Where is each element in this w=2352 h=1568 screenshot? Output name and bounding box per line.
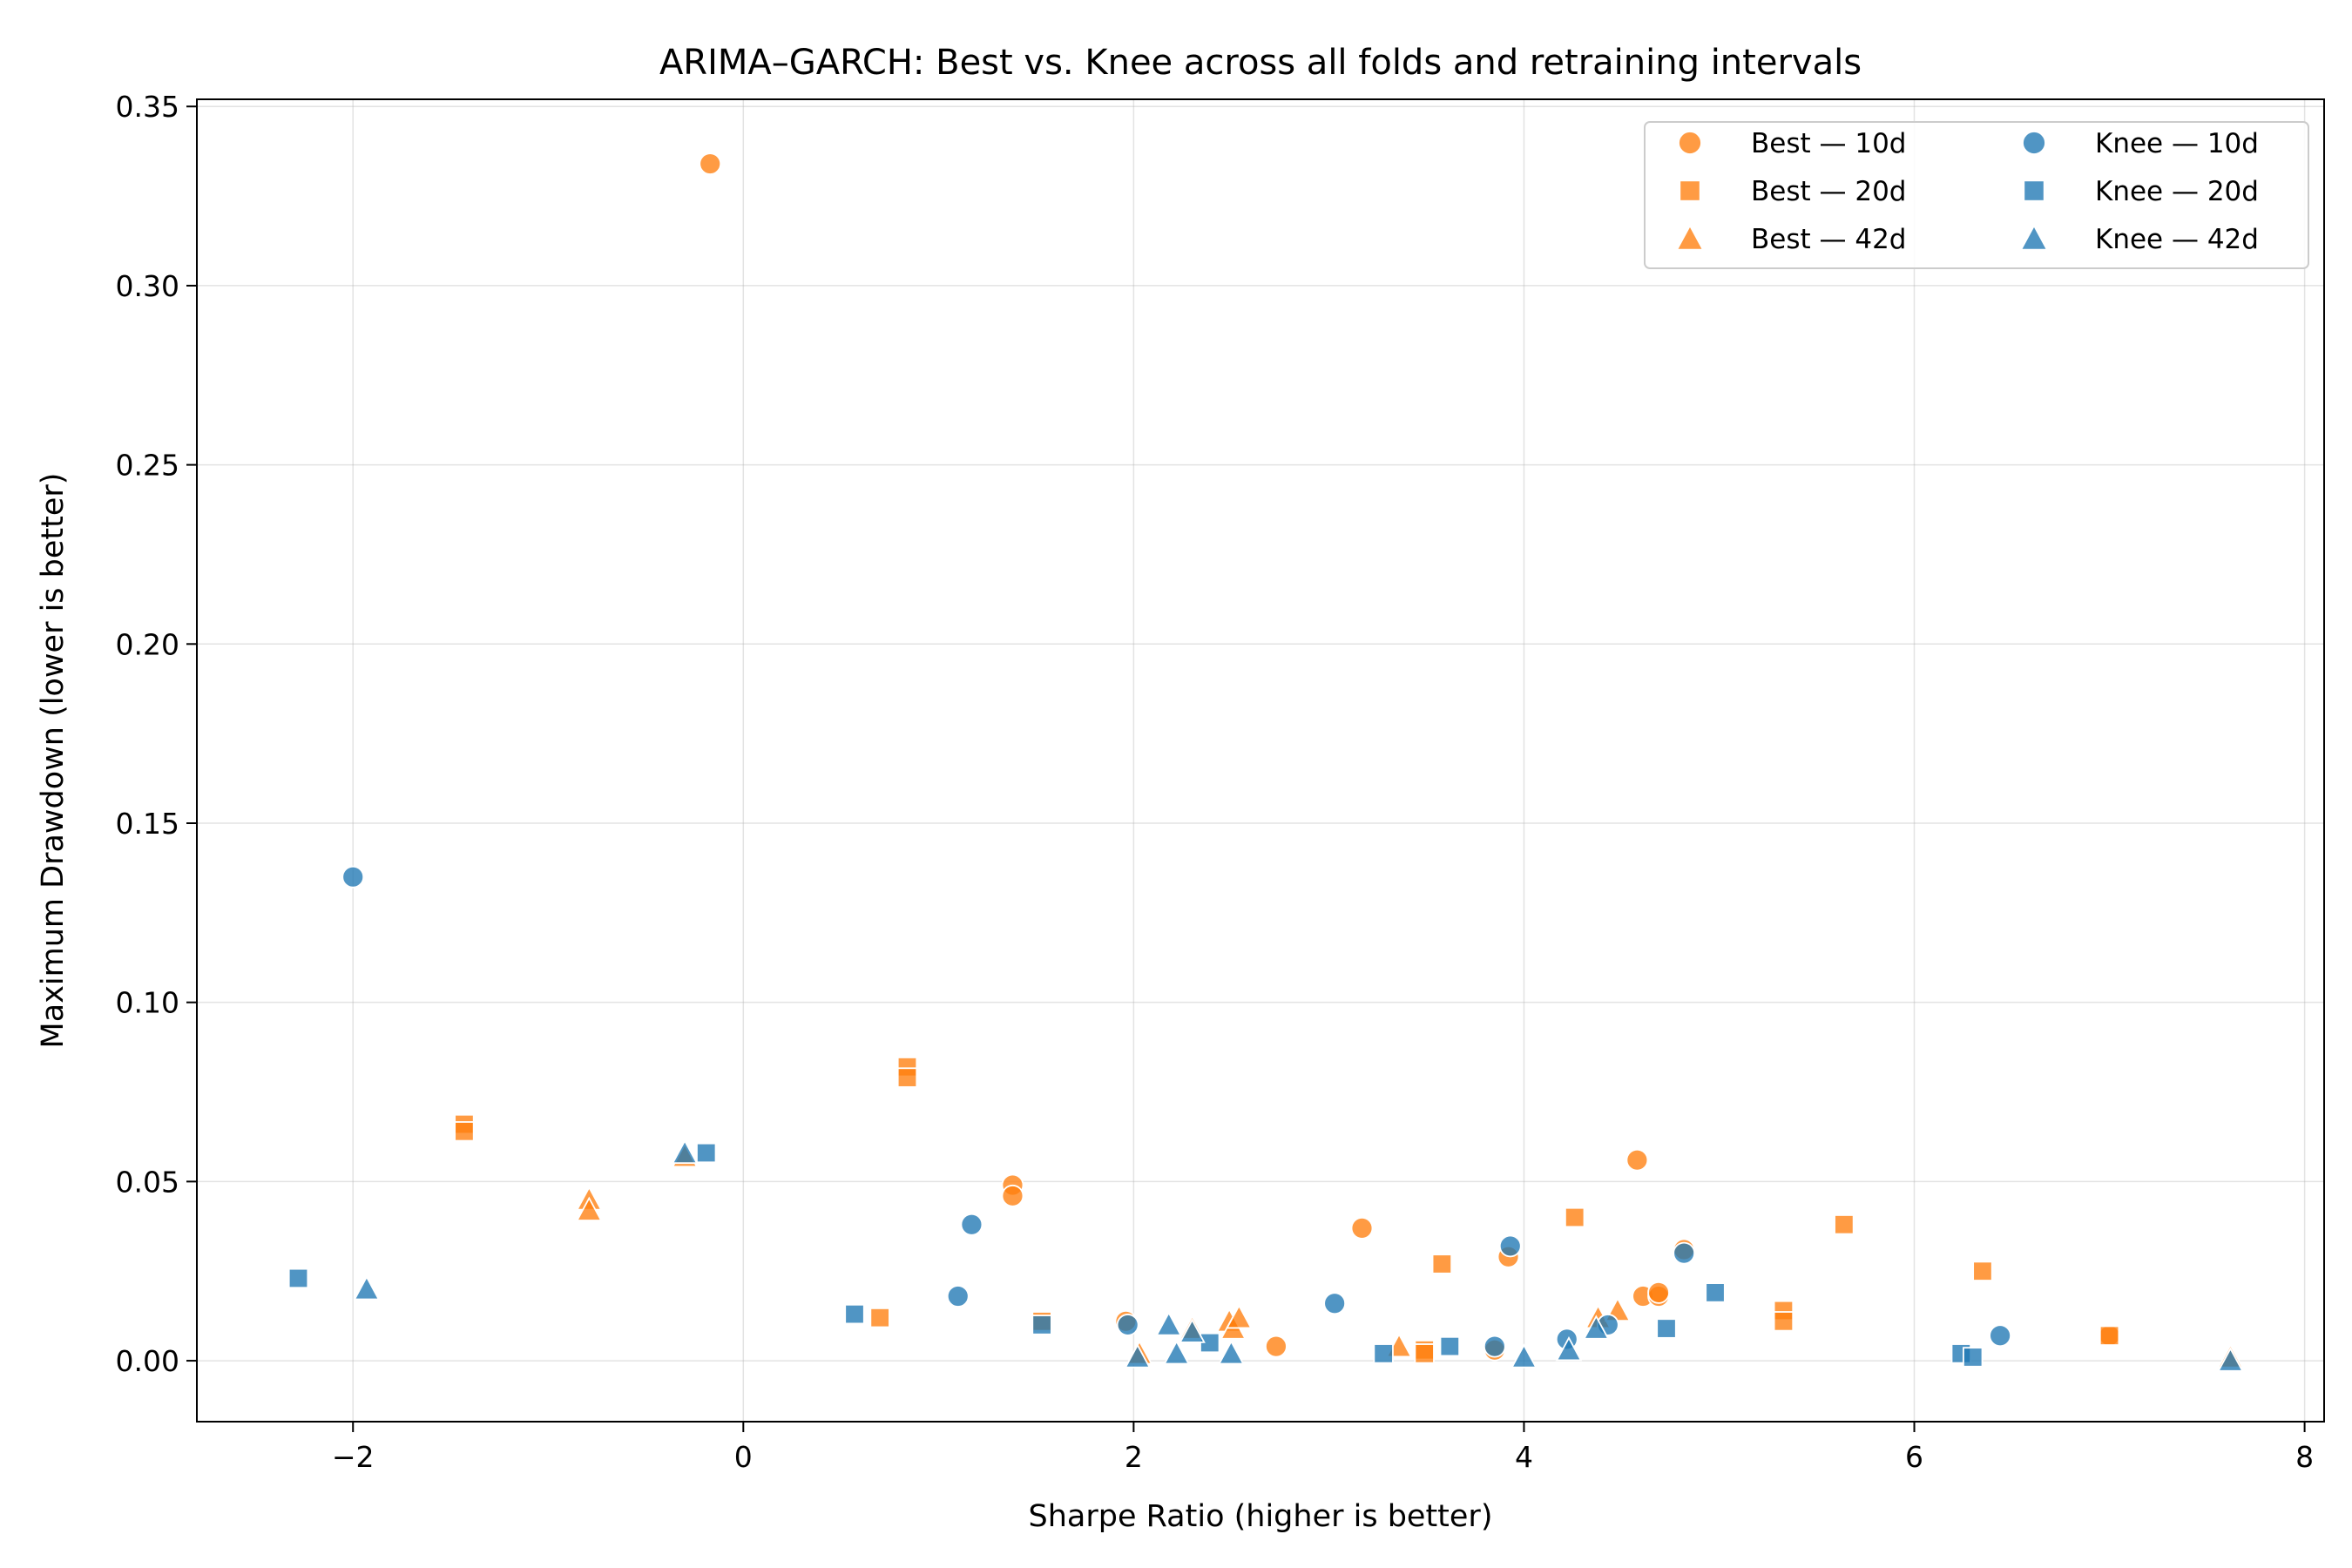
y-tick-label: 0.20 <box>116 627 179 661</box>
chart-title: ARIMA–GARCH: Best vs. Knee across all fo… <box>659 43 1862 83</box>
plot-frame <box>196 98 2325 1423</box>
legend-entry-label: Knee — 20d <box>2095 176 2259 207</box>
scatter-point <box>1963 1347 1984 1368</box>
scatter-point <box>1989 1324 2011 1348</box>
scatter-point <box>671 1139 699 1165</box>
scatter-point <box>1511 1343 1538 1369</box>
scatter-point <box>1373 1343 1394 1364</box>
x-axis-label: Sharpe Ratio (higher is better) <box>1029 1499 1493 1534</box>
scatter-point <box>1439 1335 1461 1357</box>
scatter-point <box>1773 1311 1794 1332</box>
axis-ticks: −2 0 2 4 6 8 0.00 0.05 0.10 0.15 0.20 0.25 0.30 0.35 <box>116 90 2315 1474</box>
scatter-point <box>896 1067 918 1088</box>
scatter-point <box>1705 1282 1726 1303</box>
scatter-point <box>1163 1340 1190 1365</box>
scatter-point <box>1179 1318 1206 1343</box>
legend-marker <box>1678 131 1702 155</box>
scatter-point <box>1972 1260 1993 1281</box>
scatter-point <box>2217 1347 2244 1372</box>
y-tick-label: 0.15 <box>116 807 179 841</box>
x-tick-label: 6 <box>1905 1440 1923 1474</box>
scatter-point <box>869 1307 890 1328</box>
scatter-point <box>1116 1314 1139 1336</box>
scatter-point <box>1834 1214 1855 1235</box>
legend-marker <box>2019 224 2049 251</box>
y-tick-label: 0.05 <box>116 1165 179 1199</box>
legend: Best — 10d Best — 20d Best — 42d Knee — 10d… <box>1644 121 2309 269</box>
x-tick-label: 4 <box>1515 1440 1533 1474</box>
scatter-point <box>1498 1234 1522 1258</box>
legend-entry-label: Knee — 10d <box>2095 128 2259 159</box>
y-tick-label: 0.10 <box>116 986 179 1020</box>
scatter-point <box>1031 1315 1052 1335</box>
scatter-point <box>1265 1335 1288 1358</box>
legend-entry-label: Best — 20d <box>1751 176 1906 207</box>
x-tick-label: 8 <box>2295 1440 2314 1474</box>
scatter-point <box>1583 1315 1610 1340</box>
scatter-point <box>1124 1343 1152 1369</box>
scatter-point <box>341 865 365 889</box>
scatter-point <box>1564 1206 1585 1228</box>
y-tick-label: 0.25 <box>116 449 179 483</box>
legend-box <box>1644 121 2309 269</box>
scatter-point <box>946 1285 970 1308</box>
scatter-point <box>1414 1343 1435 1364</box>
scatter-point <box>1656 1318 1677 1339</box>
scatter-point <box>353 1275 381 1301</box>
scatter-point <box>1431 1254 1453 1274</box>
scatter-point <box>1323 1292 1347 1315</box>
scatter-point <box>844 1303 865 1325</box>
y-axis-label: Maximum Drawdown (lower is better) <box>36 473 71 1049</box>
scatter-point <box>287 1267 309 1289</box>
legend-entry-label: Knee — 42d <box>2095 224 2259 255</box>
scatter-point <box>2099 1325 2120 1346</box>
legend-marker <box>1679 179 1701 202</box>
y-tick-label: 0.35 <box>116 90 179 124</box>
x-tick-label: 0 <box>734 1440 753 1474</box>
legend-entry-label: Best — 42d <box>1751 224 1906 255</box>
data-points <box>287 152 2244 1372</box>
scatter-point <box>1001 1184 1024 1207</box>
scatter-point <box>1625 1148 1649 1172</box>
legend-marker <box>1675 224 1705 251</box>
scatter-point <box>699 152 722 175</box>
scatter-point <box>1350 1216 1374 1240</box>
scatter-point <box>1226 1304 1253 1329</box>
scatter-point <box>960 1213 983 1236</box>
legend-marker <box>2022 131 2046 155</box>
scatter-point <box>1555 1336 1583 1362</box>
grid <box>197 99 2324 1422</box>
legend-marker <box>2023 179 2045 202</box>
scatter-point <box>1673 1241 1696 1265</box>
y-tick-label: 0.30 <box>116 269 179 303</box>
scatter-point <box>1483 1335 1506 1358</box>
scatter-point <box>454 1121 475 1142</box>
scatter-point <box>1218 1340 1245 1365</box>
scatter-point <box>1155 1311 1183 1336</box>
x-tick-label: −2 <box>332 1440 375 1474</box>
scatter-point <box>696 1142 717 1164</box>
legend-entry-label: Best — 10d <box>1751 128 1906 159</box>
scatter-point <box>1647 1281 1670 1304</box>
x-tick-label: 2 <box>1125 1440 1143 1474</box>
y-tick-label: 0.00 <box>116 1344 179 1378</box>
scatter-point <box>576 1196 603 1221</box>
